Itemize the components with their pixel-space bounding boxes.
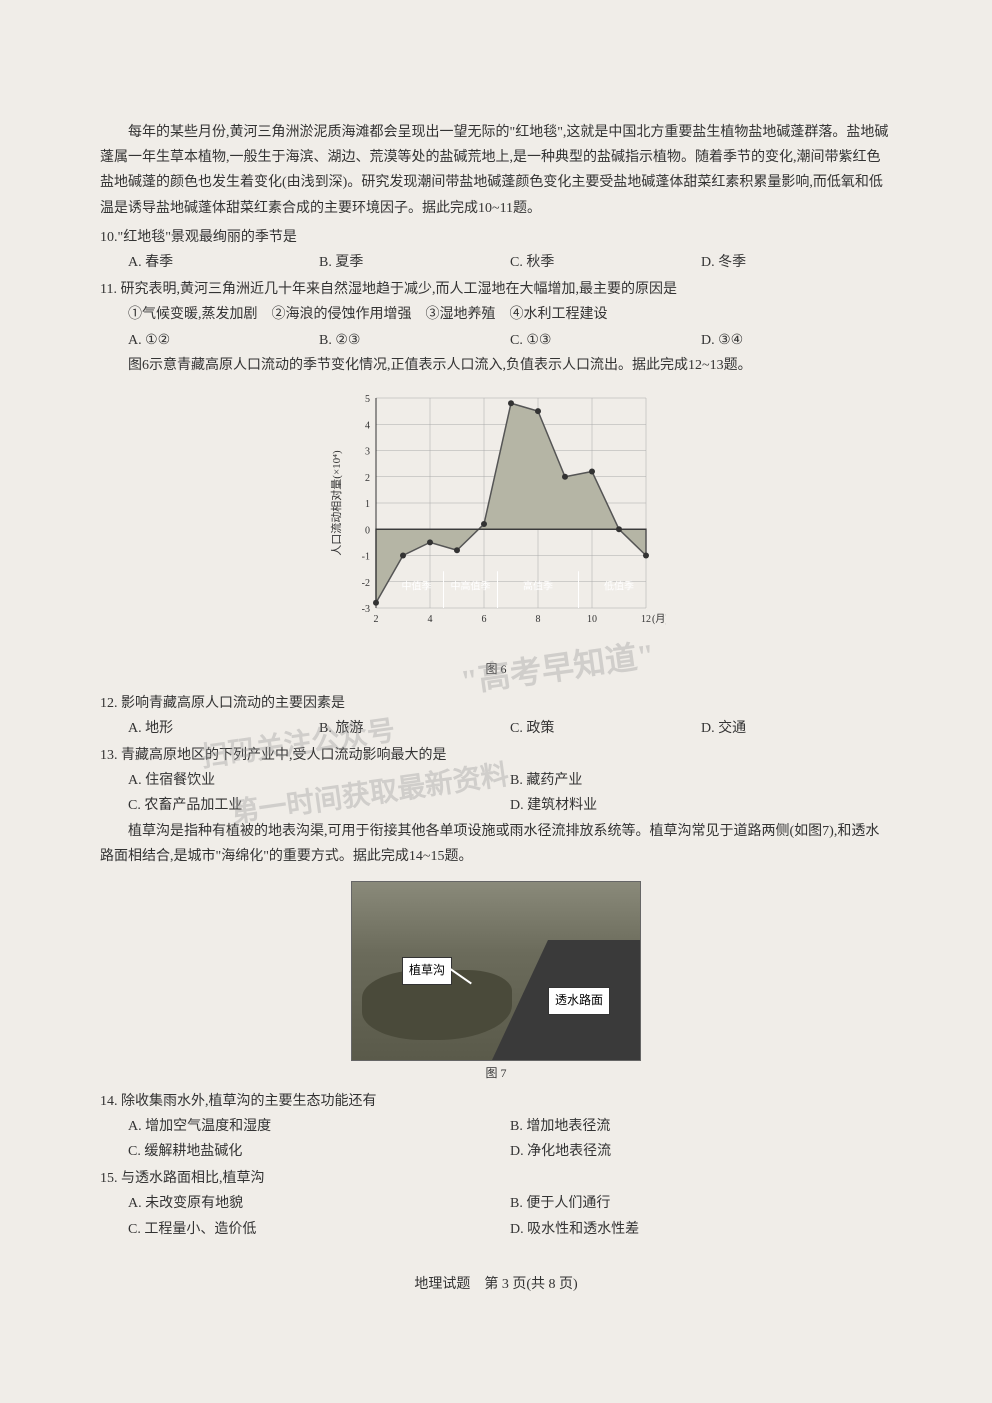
q11-subitems: ①气候变暖,蒸发加剧 ②海浪的侵蚀作用增强 ③湿地养殖 ④水利工程建设 — [100, 302, 892, 327]
q15-opt-c: C. 工程量小、造价低 — [128, 1217, 510, 1242]
q12-options: A. 地形 B. 旅游 C. 政策 D. 交通 — [100, 716, 892, 741]
q14-options-row2: C. 缓解耕地盐碱化 D. 净化地表径流 — [100, 1139, 892, 1164]
svg-text:1: 1 — [365, 499, 370, 510]
q11-opt-c: C. ①③ — [510, 328, 701, 353]
svg-text:6: 6 — [482, 614, 487, 625]
q10-stem: 10."红地毯"景观最绚丽的季节是 — [100, 225, 892, 250]
q13-stem: 13. 青藏高原地区的下列产业中,受人口流动影响最大的是 — [100, 743, 892, 768]
q12-opt-d: D. 交通 — [701, 716, 892, 741]
q14-stem: 14. 除收集雨水外,植草沟的主要生态功能还有 — [100, 1089, 892, 1114]
q12-stem: 12. 影响青藏高原人口流动的主要因素是 — [100, 691, 892, 716]
q14-opt-d: D. 净化地表径流 — [510, 1139, 892, 1164]
q10-opt-a: A. 春季 — [128, 250, 319, 275]
svg-text:2: 2 — [365, 473, 370, 484]
svg-text:中值季: 中值季 — [402, 580, 432, 593]
q10-opt-d: D. 冬季 — [701, 250, 892, 275]
q13-options-row2: C. 农畜产品加工业 D. 建筑材料业 — [100, 793, 892, 818]
label-permeable-road: 透水路面 — [548, 987, 610, 1015]
svg-text:8: 8 — [536, 614, 541, 625]
q15-opt-b: B. 便于人们通行 — [510, 1191, 892, 1216]
svg-text:4: 4 — [428, 614, 433, 625]
label-grass-ditch: 植草沟 — [402, 957, 452, 985]
svg-text:中高值季: 中高值季 — [451, 580, 491, 593]
svg-text:5: 5 — [365, 394, 370, 405]
passage-1: 每年的某些月份,黄河三角洲淤泥质海滩都会呈现出一望无际的"红地毯",这就是中国北… — [100, 120, 892, 221]
page-footer: 地理试题 第 3 页(共 8 页) — [100, 1272, 892, 1297]
q11-options: A. ①② B. ②③ C. ①③ D. ③④ — [100, 328, 892, 353]
q11-opt-b: B. ②③ — [319, 328, 510, 353]
q10-opt-c: C. 秋季 — [510, 250, 701, 275]
svg-text:-2: -2 — [362, 578, 370, 589]
q15-opt-a: A. 未改变原有地貌 — [128, 1191, 510, 1216]
svg-text:3: 3 — [365, 446, 370, 457]
passage-2: 图6示意青藏高原人口流动的季节变化情况,正值表示人口流入,负值表示人口流出。据此… — [100, 353, 892, 378]
population-flow-chart: -3-2-101234524681012人口流动相对量(×10⁴)(月)中值季中… — [326, 388, 666, 648]
q14-options-row1: A. 增加空气温度和湿度 B. 增加地表径流 — [100, 1114, 892, 1139]
q12-opt-c: C. 政策 — [510, 716, 701, 741]
q10-options: A. 春季 B. 夏季 C. 秋季 D. 冬季 — [100, 250, 892, 275]
svg-text:人口流动相对量(×10⁴): 人口流动相对量(×10⁴) — [329, 450, 343, 556]
q11-opt-d: D. ③④ — [701, 328, 892, 353]
svg-text:低值季: 低值季 — [604, 580, 634, 593]
q14-opt-b: B. 增加地表径流 — [510, 1114, 892, 1139]
svg-text:(月): (月) — [652, 613, 666, 625]
svg-text:-1: -1 — [362, 551, 370, 562]
q13-opt-d: D. 建筑材料业 — [510, 793, 892, 818]
svg-text:高值季: 高值季 — [523, 580, 553, 593]
grass-ditch-photo: 植草沟 透水路面 — [351, 881, 641, 1061]
q11-opt-a: A. ①② — [128, 328, 319, 353]
q12-opt-a: A. 地形 — [128, 716, 319, 741]
q13-opt-c: C. 农畜产品加工业 — [128, 793, 510, 818]
svg-text:-3: -3 — [362, 604, 370, 615]
q14-opt-c: C. 缓解耕地盐碱化 — [128, 1139, 510, 1164]
figure-7-caption: 图 7 — [351, 1063, 641, 1085]
svg-text:0: 0 — [365, 525, 370, 536]
svg-text:12: 12 — [641, 614, 651, 625]
passage-3: 植草沟是指种有植被的地表沟渠,可用于衔接其他各单项设施或雨水径流排放系统等。植草… — [100, 819, 892, 869]
q13-opt-b: B. 藏药产业 — [510, 768, 892, 793]
figure-6-caption: 图 6 — [326, 659, 666, 681]
exam-page: 每年的某些月份,黄河三角洲淤泥质海滩都会呈现出一望无际的"红地毯",这就是中国北… — [0, 0, 992, 1403]
q15-options-row1: A. 未改变原有地貌 B. 便于人们通行 — [100, 1191, 892, 1216]
svg-text:10: 10 — [587, 614, 597, 625]
q13-opt-a: A. 住宿餐饮业 — [128, 768, 510, 793]
q12-opt-b: B. 旅游 — [319, 716, 510, 741]
q13-options-row1: A. 住宿餐饮业 B. 藏药产业 — [100, 768, 892, 793]
figure-6: -3-2-101234524681012人口流动相对量(×10⁴)(月)中值季中… — [326, 388, 666, 681]
q15-opt-d: D. 吸水性和透水性差 — [510, 1217, 892, 1242]
content-area: 每年的某些月份,黄河三角洲淤泥质海滩都会呈现出一望无际的"红地毯",这就是中国北… — [100, 120, 892, 1297]
q11-stem: 11. 研究表明,黄河三角洲近几十年来自然湿地趋于减少,而人工湿地在大幅增加,最… — [100, 277, 892, 302]
svg-text:2: 2 — [374, 614, 379, 625]
figure-7: 植草沟 透水路面 图 7 — [351, 881, 641, 1085]
q15-stem: 15. 与透水路面相比,植草沟 — [100, 1166, 892, 1191]
q14-opt-a: A. 增加空气温度和湿度 — [128, 1114, 510, 1139]
q15-options-row2: C. 工程量小、造价低 D. 吸水性和透水性差 — [100, 1217, 892, 1242]
svg-text:4: 4 — [365, 420, 370, 431]
q10-opt-b: B. 夏季 — [319, 250, 510, 275]
